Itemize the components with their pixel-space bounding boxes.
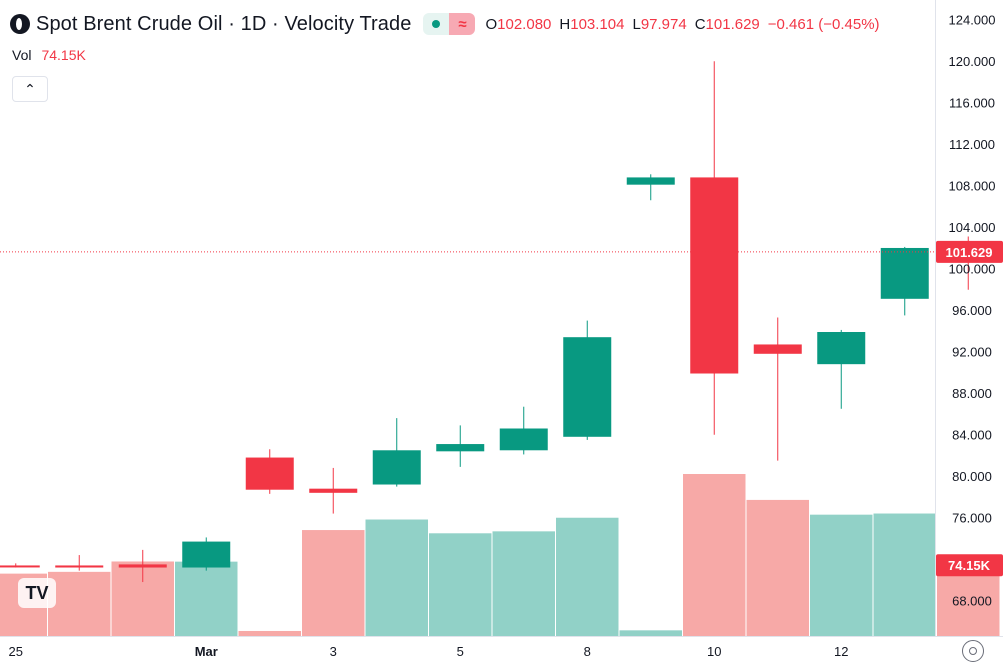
price-tick-label: 124.000 bbox=[949, 13, 996, 28]
collapse-legend-button[interactable]: ⌃ bbox=[12, 76, 48, 102]
volume-bar bbox=[746, 499, 809, 636]
volume-bar bbox=[937, 565, 1000, 636]
ohlc-key: L bbox=[632, 15, 641, 33]
time-tick-label: Mar bbox=[195, 644, 218, 659]
price-tick-label: 120.000 bbox=[949, 54, 996, 69]
price-tick-label: 84.000 bbox=[952, 428, 992, 443]
volume-bar bbox=[175, 561, 238, 636]
ohlc-values: O102.080 H103.104 L97.974 C101.629 −0.461 (−… bbox=[485, 16, 879, 33]
candle-body[interactable] bbox=[690, 177, 739, 374]
status-pill[interactable]: ≈ bbox=[423, 13, 476, 35]
candle-body[interactable] bbox=[626, 177, 675, 185]
ohlc-key: C bbox=[694, 15, 706, 33]
ohlc-h: H103.104 bbox=[559, 16, 624, 33]
price-axis: 68.00072.00076.00080.00084.00088.00092.0… bbox=[949, 13, 996, 609]
candle-body[interactable] bbox=[880, 247, 929, 299]
ohlc-l: L97.974 bbox=[632, 16, 686, 33]
volume-value: 74.15K bbox=[41, 47, 86, 63]
candle-body[interactable] bbox=[817, 332, 866, 365]
price-tick-label: 68.000 bbox=[952, 594, 992, 609]
ohlc-value: 102.080 bbox=[497, 15, 552, 33]
price-change: −0.461 (−0.45%) bbox=[767, 15, 880, 33]
axis-value-labels: 101.629 74.15K bbox=[936, 240, 1003, 577]
last-price-badge bbox=[936, 240, 1003, 263]
volume-bar bbox=[429, 533, 492, 636]
volume-bar bbox=[556, 517, 619, 636]
last-volume-badge bbox=[936, 554, 1003, 577]
price-tick-label: 100.000 bbox=[949, 262, 996, 277]
wave-icon: ≈ bbox=[449, 13, 476, 35]
price-tick-label: 88.000 bbox=[952, 386, 992, 401]
last-price-label: 101.629 bbox=[946, 245, 993, 260]
price-tick-label: 116.000 bbox=[949, 96, 995, 111]
ohlc-o: O102.080 bbox=[485, 16, 551, 33]
time-axis: 25 Mar 3 5 8 10 12 bbox=[9, 644, 849, 659]
volume-label: Vol bbox=[12, 47, 32, 63]
volume-bar bbox=[492, 531, 555, 636]
time-tick-label: 3 bbox=[330, 644, 337, 659]
volume-bar bbox=[873, 513, 936, 636]
last-volume-label: 74.15K bbox=[948, 558, 991, 573]
symbol-title[interactable]: Spot Brent Crude Oil · 1D · Velocity Tra… bbox=[36, 12, 412, 35]
ohlc-value: 103.104 bbox=[570, 15, 625, 33]
price-tick-label: 104.000 bbox=[949, 220, 996, 235]
candle-body[interactable] bbox=[182, 541, 231, 568]
chart-header: Spot Brent Crude Oil · 1D · Velocity Tra… bbox=[10, 10, 880, 38]
time-tick-label: 10 bbox=[707, 644, 721, 659]
tradingview-logo[interactable]: TV bbox=[18, 578, 56, 608]
candle-body[interactable] bbox=[753, 344, 802, 354]
volume-bars bbox=[0, 474, 1000, 636]
volume-bar bbox=[683, 474, 746, 636]
candle-body[interactable] bbox=[55, 565, 104, 568]
candle-body[interactable] bbox=[0, 565, 40, 568]
time-tick-label: 12 bbox=[834, 644, 848, 659]
ohlc-c: C101.629 bbox=[695, 16, 760, 33]
price-tick-label: 96.000 bbox=[952, 303, 992, 318]
volume-bar bbox=[48, 571, 111, 636]
time-tick-label: 5 bbox=[457, 644, 464, 659]
chevron-up-icon: ⌃ bbox=[24, 80, 36, 97]
candle-body[interactable] bbox=[563, 337, 612, 437]
candle-body[interactable] bbox=[245, 457, 294, 490]
price-tick-label: 108.000 bbox=[949, 179, 996, 194]
symbol-logo-icon bbox=[10, 14, 30, 34]
volume-bar bbox=[810, 514, 873, 636]
time-tick-label: 8 bbox=[584, 644, 591, 659]
price-tick-label: 112.000 bbox=[949, 137, 995, 152]
candle-body[interactable] bbox=[372, 450, 421, 485]
candle-body[interactable] bbox=[499, 428, 548, 451]
volume-bar bbox=[302, 530, 365, 636]
settings-gear-icon[interactable] bbox=[962, 640, 984, 662]
volume-bar bbox=[365, 519, 428, 636]
candles bbox=[0, 61, 993, 583]
time-tick-label: 25 bbox=[9, 644, 23, 659]
volume-bar bbox=[619, 630, 682, 636]
price-tick-label: 92.000 bbox=[952, 345, 992, 360]
candle-body[interactable] bbox=[309, 488, 358, 493]
ohlc-key: H bbox=[559, 15, 571, 33]
price-tick-label: 76.000 bbox=[952, 511, 992, 526]
ohlc-value: 101.629 bbox=[705, 15, 760, 33]
candle-body[interactable] bbox=[436, 444, 485, 452]
candle-body[interactable] bbox=[118, 564, 167, 568]
volume-legend: Vol 74.15K bbox=[12, 47, 86, 63]
volume-bar bbox=[238, 630, 301, 636]
ohlc-key: O bbox=[485, 15, 498, 33]
ohlc-value: 97.974 bbox=[640, 15, 687, 33]
price-tick-label: 80.000 bbox=[952, 469, 992, 484]
market-open-icon bbox=[423, 13, 450, 35]
